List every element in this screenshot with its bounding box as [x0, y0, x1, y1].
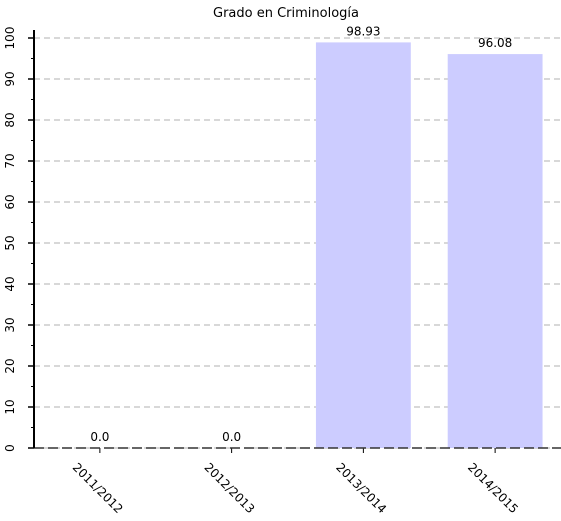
y-tick-label: 60 — [3, 194, 17, 209]
x-tick-label: 2013/2014 — [333, 460, 389, 516]
y-tick-label: 40 — [3, 276, 17, 291]
y-tick-label: 30 — [3, 317, 17, 332]
gridlines — [34, 37, 561, 449]
bar-2013-2014 — [315, 42, 411, 449]
data-label: 0.0 — [90, 430, 109, 444]
bars — [315, 42, 543, 449]
data-label: 0.0 — [222, 430, 241, 444]
y-tick-label: 90 — [3, 71, 17, 86]
data-label: 96.08 — [478, 36, 512, 50]
y-tick-label: 100 — [3, 27, 17, 50]
x-tick-label: 2011/2012 — [70, 460, 126, 516]
axes — [28, 30, 561, 453]
data-label: 98.93 — [346, 24, 380, 38]
y-tick-label: 10 — [3, 399, 17, 414]
y-tick-label: 50 — [3, 235, 17, 250]
y-tick-label: 80 — [3, 112, 17, 127]
labels: 0 10 20 30 40 50 60 70 80 90 100 0.0 2011/2012 0.0 201… — [3, 24, 521, 516]
x-tick-label: 2014/2015 — [465, 460, 521, 516]
bar-2014-2015 — [447, 54, 543, 449]
y-tick-label: 70 — [3, 153, 17, 168]
chart-title: Grado en Criminología — [213, 6, 359, 21]
x-tick-label: 2012/2013 — [202, 460, 258, 516]
y-tick-label: 20 — [3, 358, 17, 373]
y-tick-label: 0 — [3, 444, 17, 452]
